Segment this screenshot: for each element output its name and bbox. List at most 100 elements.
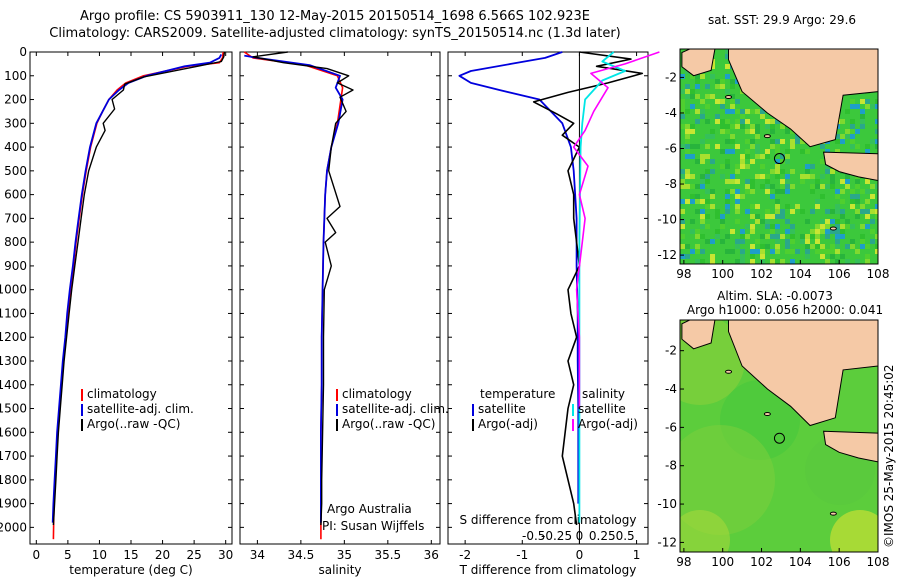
sst-cell	[855, 184, 860, 189]
sst-x-tick-label: 100	[711, 267, 734, 281]
sst-cell	[695, 229, 700, 234]
sst-cell	[775, 259, 780, 264]
sst-cell	[685, 199, 690, 204]
sst-cell	[705, 94, 710, 99]
temperature-x-tick-label: 20	[155, 548, 170, 562]
difference-x-tick-label: -1	[516, 548, 528, 562]
sst-cell	[725, 249, 730, 254]
sst-cell	[860, 244, 865, 249]
sst-cell	[860, 109, 865, 114]
sst-cell	[845, 109, 850, 114]
sst-cell	[815, 224, 820, 229]
sst-cell	[845, 244, 850, 249]
sst-cell	[850, 199, 855, 204]
sst-island	[763, 134, 771, 139]
sst-cell	[750, 144, 755, 149]
sst-cell	[845, 224, 850, 229]
sst-cell	[760, 164, 765, 169]
sst-cell	[720, 214, 725, 219]
salinity-x-tick-label: 35	[337, 548, 352, 562]
sst-cell	[820, 244, 825, 249]
sst-x-tick-label: 108	[867, 267, 890, 281]
sst-cell	[875, 204, 878, 209]
sst-cell	[765, 219, 770, 224]
sla-land-mass	[681, 320, 716, 350]
sst-cell	[690, 194, 695, 199]
sst-cell	[775, 214, 780, 219]
sst-cell	[870, 229, 875, 234]
sst-cell	[775, 144, 780, 149]
sst-cell	[695, 144, 700, 149]
sst-cell	[850, 124, 855, 129]
sst-cell	[705, 179, 710, 184]
sst-cell	[770, 249, 775, 254]
sst-cell	[760, 254, 765, 259]
sst-cell	[770, 119, 775, 124]
sst-cell	[840, 224, 845, 229]
sst-cell	[815, 229, 820, 234]
sst-cell	[725, 109, 730, 114]
depth-tick-label: 600	[4, 188, 27, 202]
salinity-panel: 34 34.5 35 35.5 36 salinity climatologysatelli…	[239, 51, 449, 577]
sst-cell	[825, 184, 830, 189]
sst-cell	[830, 244, 835, 249]
sst-cell	[725, 204, 730, 209]
sst-cell	[805, 164, 810, 169]
sst-cell	[790, 234, 795, 239]
sst-cell	[785, 219, 790, 224]
sst-cell	[700, 99, 705, 104]
sst-cell	[680, 74, 685, 79]
sst-cell	[765, 189, 770, 194]
sst-cell	[695, 244, 700, 249]
sst-cell	[680, 199, 685, 204]
sst-cell	[820, 229, 825, 234]
sst-cell	[760, 109, 765, 114]
sst-map-title: sat. SST: 29.9 Argo: 29.6	[708, 13, 856, 27]
sst-cell	[725, 129, 730, 134]
sst-cell	[690, 229, 695, 234]
sst-cell	[860, 204, 865, 209]
sst-cell	[865, 149, 870, 154]
sst-cell	[735, 219, 740, 224]
depth-tick-label: 1800	[0, 473, 27, 487]
sst-cell	[835, 149, 840, 154]
sst-cell	[760, 234, 765, 239]
sst-cell	[840, 189, 845, 194]
sst-cell	[680, 184, 685, 189]
sst-cell	[850, 99, 855, 104]
sst-cell	[780, 139, 785, 144]
sst-cell	[720, 239, 725, 244]
sst-cell	[850, 194, 855, 199]
sst-cell	[875, 104, 878, 109]
sst-cell	[850, 244, 855, 249]
sst-cell	[720, 129, 725, 134]
sst-cell	[780, 179, 785, 184]
sst-cell	[680, 89, 685, 94]
sst-cell	[755, 154, 760, 159]
sst-cell	[725, 64, 730, 69]
sst-cell	[835, 229, 840, 234]
sst-cell	[725, 159, 730, 164]
sst-cell	[780, 154, 785, 159]
temperature-x-tick-label: 10	[92, 548, 107, 562]
sst-cell	[875, 249, 878, 254]
sst-cell	[760, 154, 765, 159]
sla-y-tick-label: -6	[665, 420, 677, 434]
sst-cell	[750, 224, 755, 229]
sst-cell	[740, 159, 745, 164]
sst-cell	[840, 214, 845, 219]
sst-cell	[690, 184, 695, 189]
sst-cell	[780, 124, 785, 129]
sst-cell	[845, 179, 850, 184]
sst-land-mass	[728, 49, 878, 148]
sst-y-tick-label: -12	[657, 248, 677, 262]
sst-cell	[835, 209, 840, 214]
sst-cell	[790, 224, 795, 229]
sst-cell	[690, 124, 695, 129]
sst-cell	[685, 184, 690, 189]
sst-cell	[825, 169, 830, 174]
sst-cell	[730, 249, 735, 254]
sst-cell	[690, 144, 695, 149]
sst-cell	[830, 249, 835, 254]
sst-cell	[835, 224, 840, 229]
